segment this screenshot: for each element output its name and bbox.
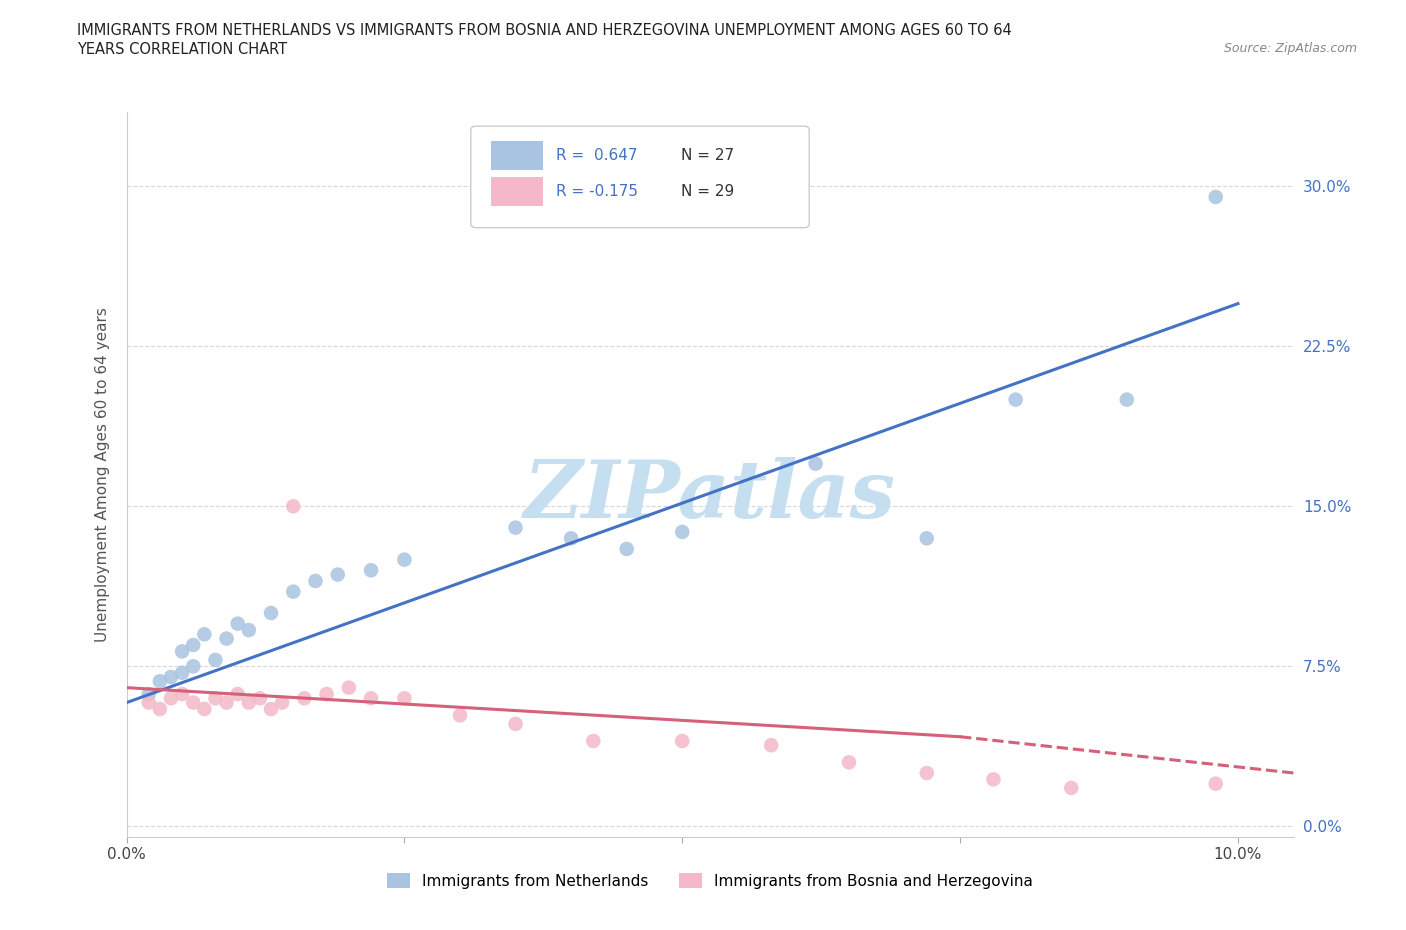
Point [505,716,527,731]
Point [160,691,183,706]
Point [283,584,305,599]
FancyBboxPatch shape [471,126,810,228]
Point [759,737,782,752]
Point [1115,392,1137,407]
Point [138,695,160,710]
Point [671,734,693,749]
Point [292,691,315,706]
Point [172,665,194,680]
Point [226,617,249,631]
Point [671,525,693,539]
Point [915,531,938,546]
Text: ZIPatlas: ZIPatlas [524,458,896,535]
Point [1205,777,1227,791]
Text: Source: ZipAtlas.com: Source: ZipAtlas.com [1223,42,1357,55]
Text: YEARS CORRELATION CHART: YEARS CORRELATION CHART [77,42,287,57]
Point [505,520,527,535]
Point [304,574,326,589]
Point [172,686,194,701]
Point [215,631,238,646]
Point [260,605,283,620]
Point [149,701,172,716]
Point [226,686,249,701]
Point [181,638,204,653]
Point [238,695,260,710]
Point [360,563,382,578]
Point [160,670,183,684]
Point [838,755,860,770]
Point [360,691,382,706]
Point [1004,392,1026,407]
Point [204,653,226,668]
Text: R = -0.175: R = -0.175 [555,184,638,199]
Point [215,695,238,710]
Point [181,658,204,673]
Text: R =  0.647: R = 0.647 [555,148,637,163]
Point [315,686,337,701]
Point [394,691,416,706]
Point [915,765,938,780]
Point [337,680,360,695]
Y-axis label: Unemployment Among Ages 60 to 64 years: Unemployment Among Ages 60 to 64 years [94,307,110,642]
Point [616,541,638,556]
Point [1060,780,1083,795]
Text: N = 27: N = 27 [681,148,734,163]
Point [193,627,215,642]
Point [271,695,294,710]
Point [449,708,471,723]
Text: N = 29: N = 29 [681,184,734,199]
Point [172,644,194,658]
Point [1205,190,1227,205]
Bar [491,140,543,169]
Point [326,567,349,582]
Point [138,686,160,701]
Text: IMMIGRANTS FROM NETHERLANDS VS IMMIGRANTS FROM BOSNIA AND HERZEGOVINA UNEMPLOYME: IMMIGRANTS FROM NETHERLANDS VS IMMIGRANT… [77,23,1012,38]
Bar [491,177,543,206]
Point [238,622,260,637]
Point [394,552,416,567]
Point [249,691,271,706]
Point [193,701,215,716]
Point [983,772,1005,787]
Point [560,531,582,546]
Point [582,734,605,749]
Point [260,701,283,716]
Legend: Immigrants from Netherlands, Immigrants from Bosnia and Herzegovina: Immigrants from Netherlands, Immigrants … [381,867,1039,895]
Point [804,457,827,472]
Point [283,498,305,513]
Point [204,691,226,706]
Point [181,695,204,710]
Point [149,674,172,689]
